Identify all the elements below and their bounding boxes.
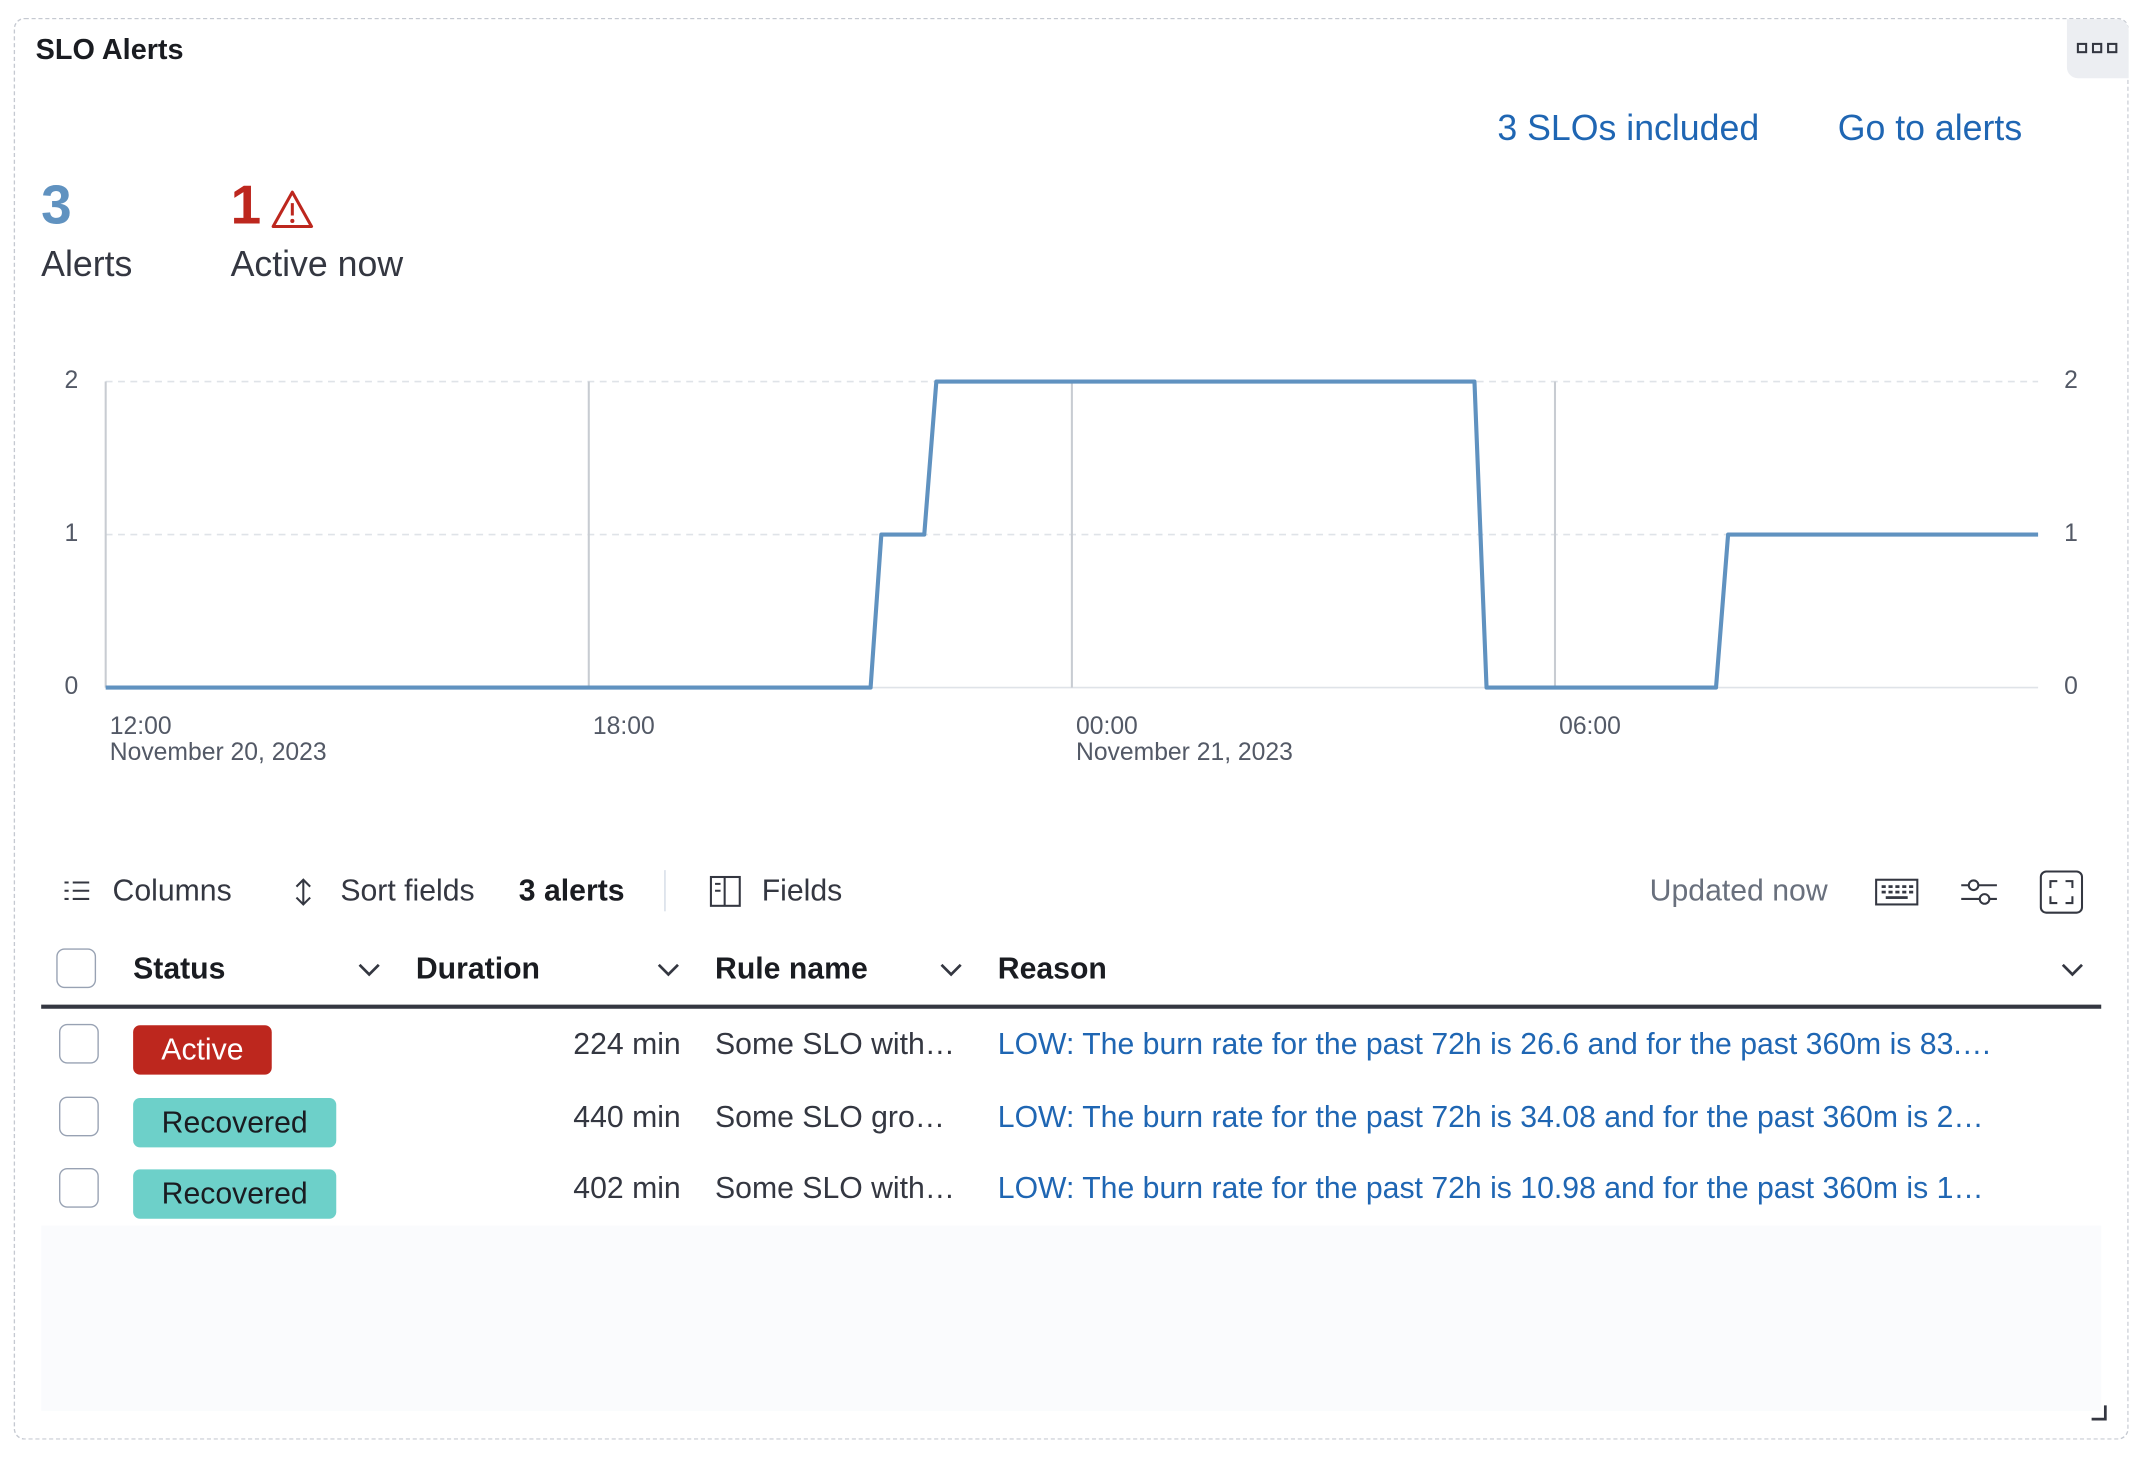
x-tick-label: 12:00 <box>110 713 172 740</box>
settings-button[interactable] <box>1960 876 1998 909</box>
y-tick-label: 1 <box>65 520 79 547</box>
reason-link[interactable]: LOW: The burn rate for the past 72h is 2… <box>997 1026 1992 1061</box>
x-tick-label: 06:00 <box>1559 713 1621 740</box>
duration: 440 min <box>573 1099 681 1134</box>
x-tick-label: 00:00 <box>1076 713 1138 740</box>
alerts-link[interactable]: Go to alerts <box>1837 107 2023 149</box>
fields-icon <box>709 875 741 907</box>
updated-status: Updated now <box>1649 872 1828 908</box>
row-checkbox[interactable] <box>59 1023 99 1064</box>
x-tick-date: November 21, 2023 <box>1076 739 1293 766</box>
stat-label: Active now <box>230 242 404 285</box>
row-checkbox[interactable] <box>59 1096 99 1137</box>
y-tick-label: 2 <box>65 367 79 394</box>
columns-icon <box>64 881 90 900</box>
y2-tick-label: 1 <box>2064 520 2078 547</box>
status-badge: Recovered <box>133 1097 337 1148</box>
chevron-icon <box>657 963 679 977</box>
status-badge: Active <box>133 1025 272 1075</box>
reason-link[interactable]: LOW: The burn rate for the past 72h is 3… <box>997 1099 1984 1134</box>
rule-name: Some SLO with… <box>715 1170 956 1206</box>
rule-name: Some SLO with… <box>715 1026 956 1061</box>
stat-label: Alerts <box>41 242 133 285</box>
panel <box>13 17 2129 1440</box>
panel-menu[interactable] <box>2066 19 2129 79</box>
slos-link[interactable]: 3 SLOs included <box>1497 107 1760 149</box>
panel-title: SLO Alerts <box>35 34 184 66</box>
duration: 402 min <box>573 1170 681 1206</box>
columns-button[interactable]: Columns <box>112 872 232 908</box>
table-empty-area <box>41 1225 2102 1411</box>
series-line <box>105 379 2039 690</box>
fullscreen-button[interactable] <box>2039 870 2084 914</box>
header-underline <box>41 1004 2102 1009</box>
y-tick-label: 0 <box>65 673 79 700</box>
column-menu[interactable] <box>355 955 382 982</box>
menu-icon <box>2076 42 2118 54</box>
fields-button[interactable]: Fields <box>761 872 843 908</box>
sort-button[interactable]: Sort fields <box>340 872 475 908</box>
column-header: Reason <box>997 951 1107 986</box>
warning-icon <box>271 190 314 228</box>
alert-count: 3 alerts <box>518 872 625 908</box>
x-tick-label: 18:00 <box>593 713 655 740</box>
column-header: Rule name <box>715 951 868 986</box>
sort-icon <box>295 878 311 906</box>
row-checkbox[interactable] <box>59 1167 99 1208</box>
duration: 224 min <box>573 1026 681 1061</box>
y2-tick-label: 2 <box>2064 367 2078 394</box>
resize-handle[interactable] <box>2089 1403 2108 1422</box>
column-menu[interactable] <box>2059 955 2086 982</box>
keyboard-button[interactable] <box>1875 876 1919 909</box>
reason-link[interactable]: LOW: The burn rate for the past 72h is 1… <box>997 1170 1984 1206</box>
chevron-icon <box>2061 963 2083 977</box>
chevron-icon <box>940 963 962 977</box>
status-badge: Recovered <box>133 1169 337 1219</box>
chevron-icon <box>358 963 380 977</box>
column-menu[interactable] <box>655 955 682 982</box>
rule-name: Some SLO gro… <box>715 1099 945 1134</box>
column-header: Status <box>133 951 226 986</box>
stat-value: 3 <box>41 175 72 237</box>
x-tick-date: November 20, 2023 <box>110 739 327 766</box>
y2-tick-label: 0 <box>2064 673 2078 700</box>
stat-value: 1 <box>230 175 262 237</box>
separator <box>664 870 666 912</box>
select-all-checkbox[interactable] <box>56 948 97 989</box>
column-menu[interactable] <box>937 955 964 982</box>
column-header: Duration <box>415 951 540 986</box>
